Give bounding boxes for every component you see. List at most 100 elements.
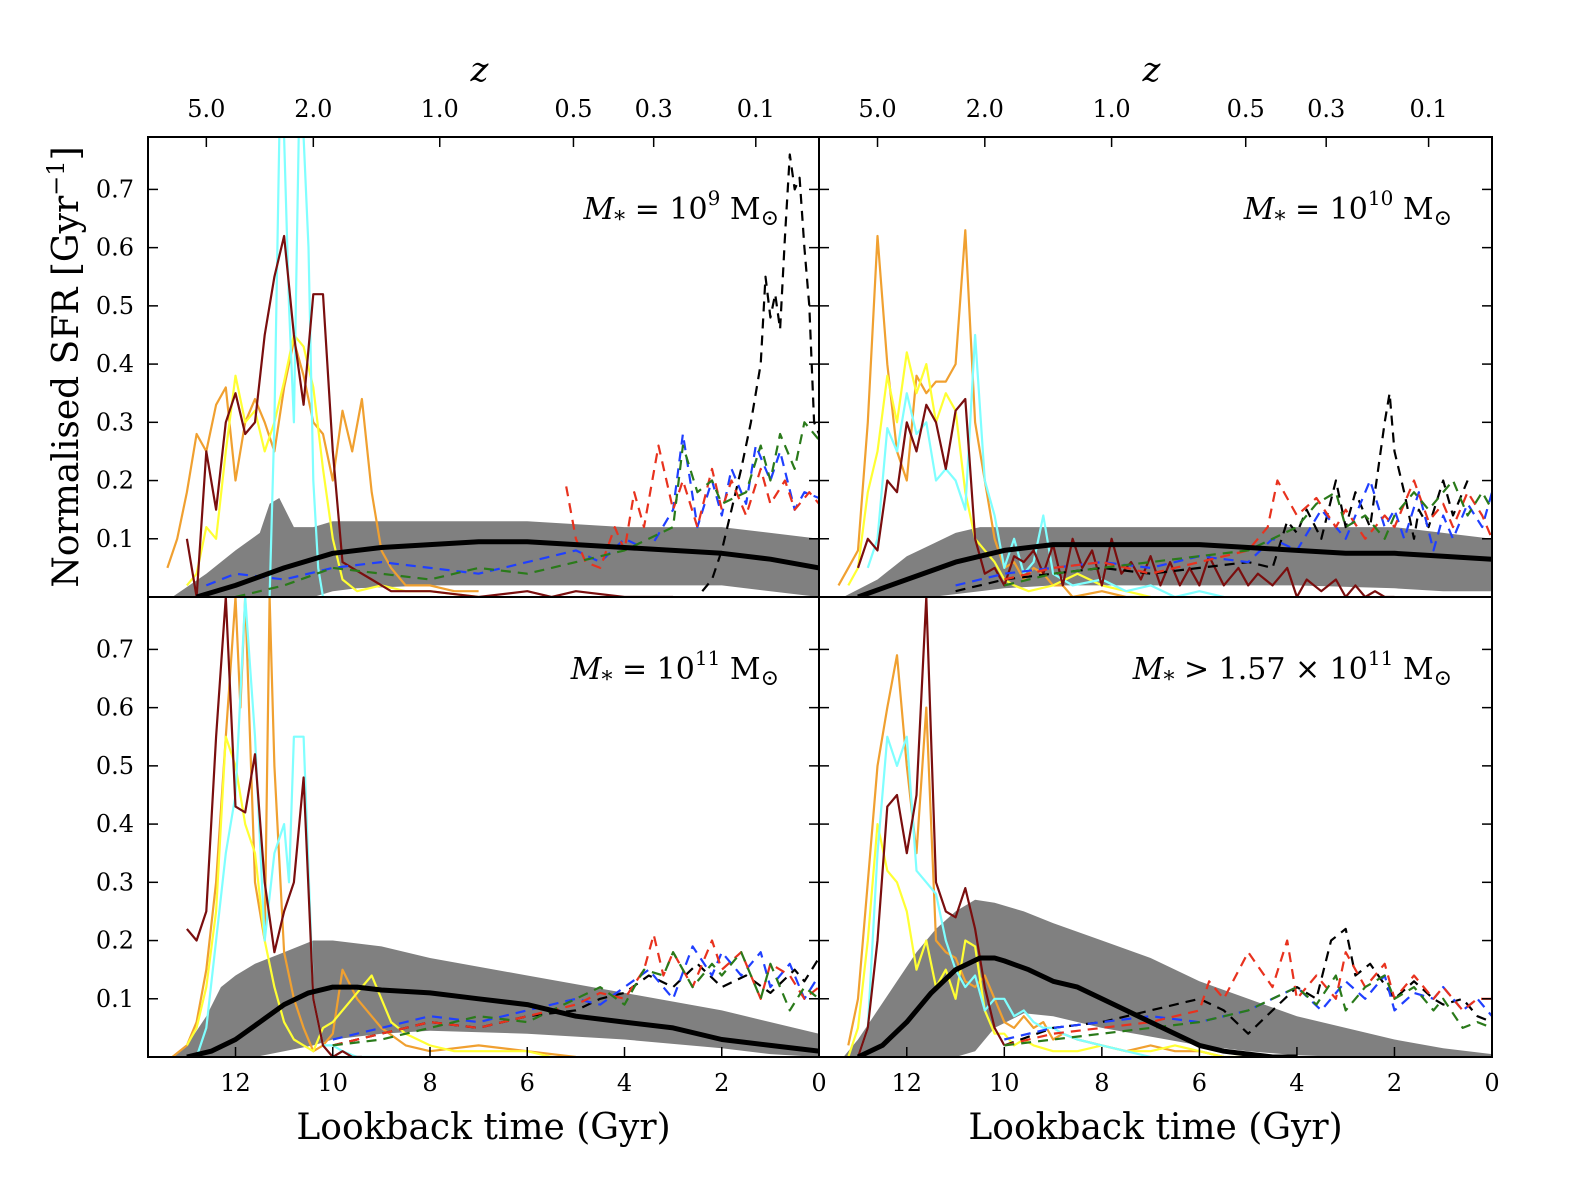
x-tick-label: 0 — [811, 1069, 826, 1097]
z-tick-label: 0.3 — [635, 95, 673, 123]
z-tick-label: 5.0 — [858, 95, 896, 123]
plot-area — [171, 597, 819, 1057]
series-line-3 — [186, 597, 362, 1057]
x-axis-title: Lookback time (Gyr) — [296, 1107, 670, 1148]
x-tick-label: 8 — [422, 1069, 437, 1097]
mass-label: M* = 1010 M⊙ — [1243, 186, 1452, 233]
z-tick-label: 2.0 — [966, 95, 1004, 123]
mass-label-sun: ⊙ — [1434, 206, 1452, 231]
mass-label-rel: = 10 — [625, 192, 707, 227]
y-axis-title-sup: −1 — [42, 160, 70, 195]
mass-label: M* = 1011 M⊙ — [570, 646, 779, 693]
series-line-1 — [185, 735, 552, 1057]
y-tick-label: 0.1 — [96, 985, 134, 1013]
series-line-6 — [565, 444, 819, 570]
x-tick-label: 8 — [1094, 1069, 1109, 1097]
mass-label-unit: M — [720, 192, 760, 227]
panel-bottom-left: 0.1 0.2 0.3 0.4 0.5 0.6 0.7 12 10 8 6 4 2 0 Lookback t… — [96, 596, 827, 1148]
panels: 0.1 0.2 0.3 0.4 0.5 0.6 0.7 5.0 2.0 1.0 0.5 0.3 0.1 z… — [42, 50, 1500, 1148]
percentile-band — [172, 498, 819, 597]
mass-label-sup: 11 — [1368, 646, 1393, 670]
series-line-6 — [1004, 479, 1492, 581]
z-axis-title: z — [1142, 50, 1162, 90]
series-line-1 — [847, 351, 1151, 597]
series-line-4 — [1003, 927, 1492, 1047]
median-line — [856, 955, 1297, 1057]
mass-label-symbol: M — [570, 652, 603, 687]
z-axis-title: z — [470, 50, 490, 90]
z-tick-label: 0.1 — [737, 95, 775, 123]
x-tick-label: 0 — [1484, 1069, 1499, 1097]
series-line-5 — [332, 945, 819, 1041]
y-tick-label: 0.5 — [96, 752, 134, 780]
z-tick-label: 0.5 — [554, 95, 592, 123]
mass-label-sub: * — [1163, 668, 1174, 693]
z-tick-label: 0.3 — [1307, 95, 1345, 123]
mass-label-sub: * — [614, 208, 625, 233]
series-line-0 — [166, 339, 479, 593]
mass-label-symbol: M — [582, 192, 615, 227]
x-tick-label: 6 — [520, 1069, 535, 1097]
series-line-6 — [1004, 939, 1492, 1047]
x-tick-label: 12 — [892, 1069, 923, 1097]
series-line-4 — [332, 957, 819, 1047]
x-tick-label: 12 — [220, 1069, 251, 1097]
mass-label-rel: = 10 — [612, 652, 694, 687]
mass-label-rel: = 10 — [1285, 192, 1367, 227]
plot-area — [166, 137, 819, 597]
mass-label-sun: ⊙ — [1434, 666, 1452, 691]
series-line-4 — [701, 153, 819, 592]
y-tick-label: 0.4 — [96, 810, 134, 838]
y-tick-label: 0.7 — [96, 635, 134, 663]
series-line-5 — [205, 432, 819, 587]
y-tick-label: 0.1 — [96, 525, 134, 553]
x-axis-title: Lookback time (Gyr) — [968, 1107, 1342, 1148]
series-line-0 — [837, 229, 1151, 597]
y-tick-label: 0.7 — [96, 175, 134, 203]
y-tick-label: 0.6 — [96, 234, 134, 262]
series-line-7 — [235, 421, 819, 597]
y-tick-label: 0.5 — [96, 292, 134, 320]
y-axis-title: Normalised SFR [Gyr−1] — [42, 146, 87, 587]
mass-label-sun: ⊙ — [761, 666, 779, 691]
plot-area — [843, 597, 1492, 1057]
mass-label: M* > 1.57 × 1011 M⊙ — [1132, 646, 1452, 693]
x-tick-label: 2 — [714, 1069, 729, 1097]
y-tick-label: 0.3 — [96, 408, 134, 436]
mass-label-sub: * — [1274, 208, 1285, 233]
z-tick-label: 0.1 — [1410, 95, 1448, 123]
z-tick-label: 2.0 — [294, 95, 332, 123]
y-tick-label: 0.3 — [96, 868, 134, 896]
series-line-3 — [185, 234, 674, 597]
z-tick-label: 1.0 — [421, 95, 459, 123]
mass-label-unit: M — [1393, 192, 1433, 227]
mass-label-symbol: M — [1132, 652, 1165, 687]
z-tick-label: 1.0 — [1093, 95, 1131, 123]
series-line-6 — [332, 933, 819, 1047]
x-tick-label: 10 — [989, 1069, 1020, 1097]
series-line-7 — [332, 951, 819, 1047]
mass-label-sun: ⊙ — [761, 206, 779, 231]
mass-label-sup: 10 — [1368, 186, 1393, 210]
y-axis-title-close: ] — [46, 146, 87, 160]
panel-frame — [818, 596, 1493, 1058]
y-tick-label: 0.6 — [96, 694, 134, 722]
series-line-2 — [866, 333, 1225, 597]
mass-label-symbol: M — [1243, 192, 1276, 227]
y-tick-label: 0.4 — [96, 350, 134, 378]
x-tick-label: 2 — [1387, 1069, 1402, 1097]
median-line — [186, 984, 819, 1057]
mass-label: M* = 109 M⊙ — [582, 186, 779, 233]
series-line-3 — [856, 397, 1395, 597]
x-tick-label: 4 — [617, 1069, 632, 1097]
mass-label-unit: M — [720, 652, 760, 687]
median-line — [857, 542, 1492, 597]
percentile-band — [843, 899, 1492, 1057]
mass-label-sub: * — [601, 668, 612, 693]
mass-label-sup: 11 — [695, 646, 720, 670]
y-axis-title-text: Normalised SFR [Gyr — [46, 195, 87, 588]
series-line-7 — [1004, 479, 1492, 587]
median-line — [195, 539, 819, 597]
series-line-5 — [1004, 974, 1492, 1041]
